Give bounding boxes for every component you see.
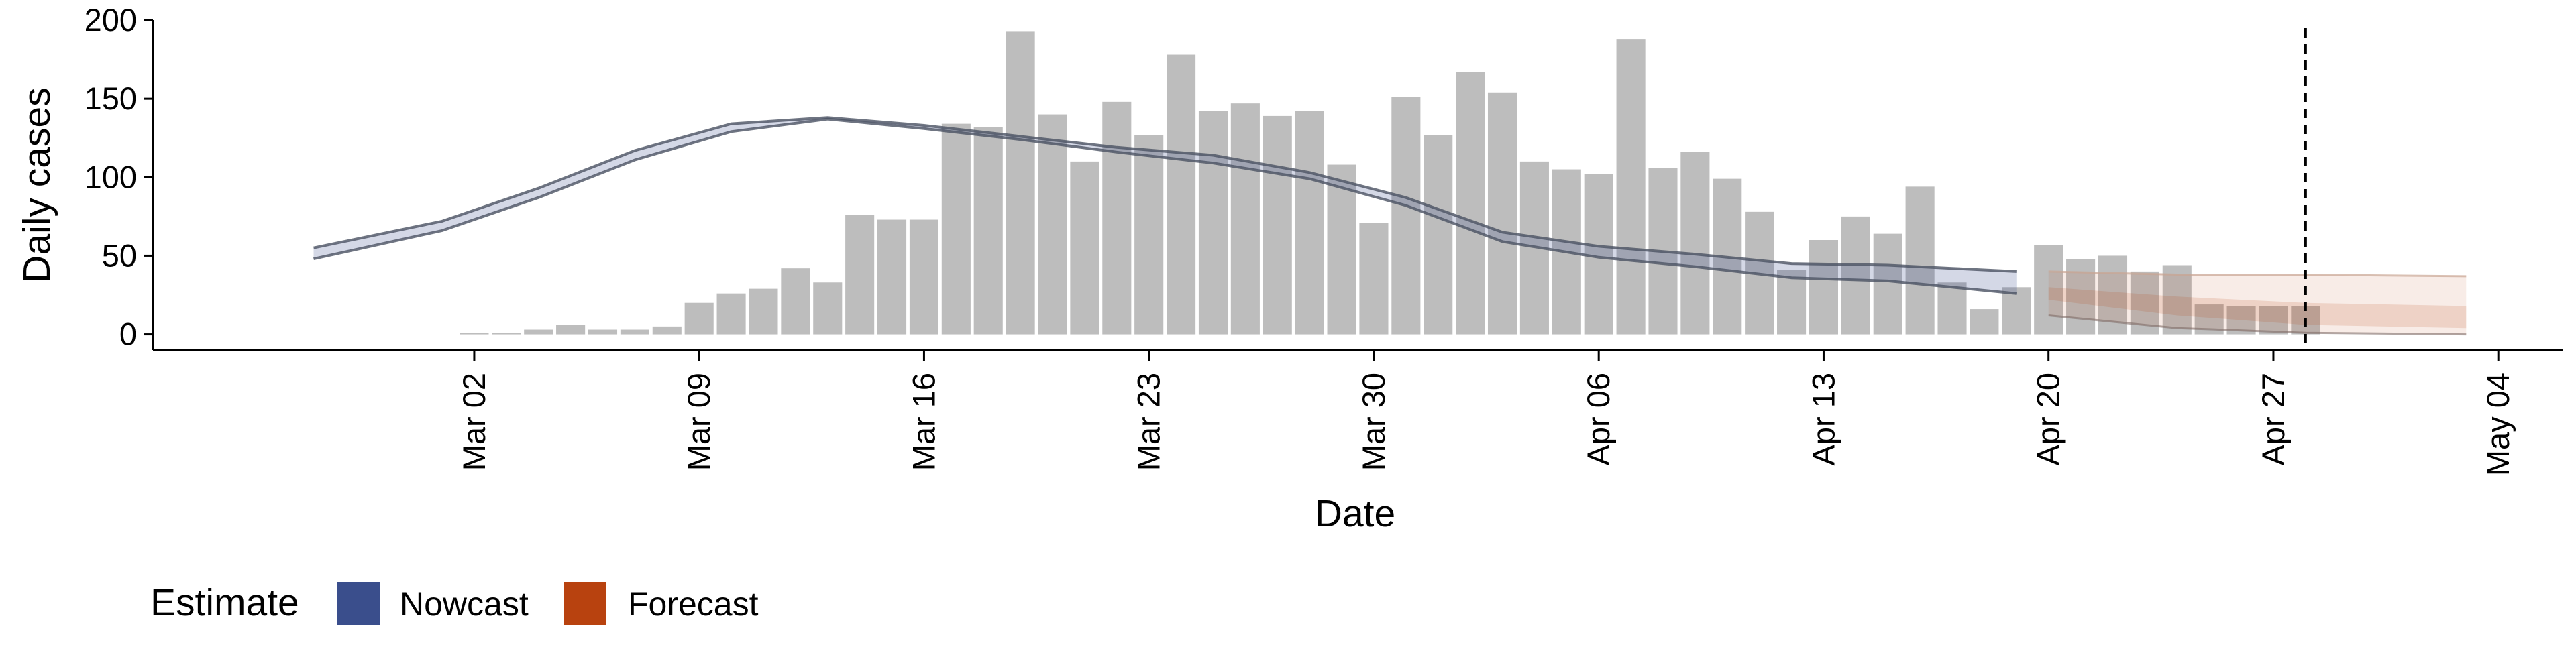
ribbons-layer xyxy=(313,116,2467,336)
x-tick-label: May 04 xyxy=(2480,373,2516,476)
bar-2020-03-14 xyxy=(845,215,875,335)
bar-2020-03-27 xyxy=(1263,115,1292,335)
y-tick-label: 50 xyxy=(102,237,137,273)
bar-2020-03-08 xyxy=(652,326,682,335)
axes-layer: 0 50 100 150 200 Mar 02 Mar 09 Mar 16 Mar 23 Mar … xyxy=(15,2,2563,535)
x-tick-label: Mar 23 xyxy=(1131,373,1167,471)
x-tick-label: Mar 30 xyxy=(1356,373,1391,471)
legend-swatch-nowcast xyxy=(337,582,380,625)
y-axis-title: Daily cases xyxy=(15,87,58,282)
legend-swatch-forecast xyxy=(564,582,606,625)
y-tick-label: 200 xyxy=(85,2,137,38)
bar-2020-04-09 xyxy=(1680,152,1710,335)
forecast-upper-line xyxy=(2048,270,2467,278)
bar-2020-04-07 xyxy=(1616,39,1646,335)
bar-2020-03-17 xyxy=(941,123,971,335)
bar-2020-03-12 xyxy=(781,268,810,335)
bar-2020-03-13 xyxy=(813,282,843,335)
nowcast-ribbon xyxy=(313,117,2017,294)
bar-2020-03-31 xyxy=(1391,97,1421,335)
bar-2020-03-09 xyxy=(684,302,714,335)
bar-2020-04-01 xyxy=(1424,135,1453,335)
x-axis-title: Date xyxy=(1315,492,1395,535)
forecast-ribbon-outer xyxy=(2048,271,2467,335)
bars-layer xyxy=(460,31,2320,335)
bar-2020-03-02 xyxy=(460,333,489,335)
bar-2020-04-13 xyxy=(1809,240,1838,335)
bar-2020-03-18 xyxy=(973,127,1003,335)
bar-2020-04-02 xyxy=(1456,72,1485,335)
y-tick-label: 0 xyxy=(119,316,137,352)
bar-2020-03-10 xyxy=(716,293,746,335)
x-tick-label: Mar 16 xyxy=(906,373,941,471)
bar-2020-03-04 xyxy=(524,329,553,335)
y-tick-label: 100 xyxy=(85,159,137,194)
nowcast-lower-line xyxy=(313,117,2017,295)
bar-2020-04-14 xyxy=(1841,216,1870,335)
bar-2020-03-28 xyxy=(1295,111,1324,335)
forecast-ribbon-inner xyxy=(2048,287,2467,329)
bar-2020-04-20 xyxy=(2034,245,2063,335)
bar-2020-03-07 xyxy=(620,329,649,335)
y-tick-label: 150 xyxy=(85,80,137,116)
forecast-lower-line xyxy=(2048,314,2467,336)
bar-2020-04-17 xyxy=(1937,282,1967,335)
bar-2020-03-16 xyxy=(909,219,938,335)
bar-2020-03-25 xyxy=(1198,111,1228,335)
bar-2020-03-21 xyxy=(1070,161,1099,335)
bar-2020-03-23 xyxy=(1134,135,1164,335)
bar-2020-04-18 xyxy=(1970,309,1999,335)
x-tick-label: Mar 09 xyxy=(681,373,716,471)
legend-label-nowcast: Nowcast xyxy=(400,585,529,623)
bar-2020-03-24 xyxy=(1167,54,1196,335)
bar-2020-03-29 xyxy=(1327,164,1356,335)
x-tick-label: Apr 27 xyxy=(2255,373,2291,465)
bar-2020-03-06 xyxy=(588,329,618,335)
legend-layer: Estimate Nowcast Forecast xyxy=(150,581,759,625)
bar-2020-03-11 xyxy=(749,288,778,335)
legend-title: Estimate xyxy=(150,581,299,624)
x-tick-label: Apr 20 xyxy=(2031,373,2066,465)
bar-2020-04-15 xyxy=(1873,233,1902,335)
bar-2020-03-22 xyxy=(1102,101,1132,335)
bar-2020-03-15 xyxy=(877,219,907,335)
bar-2020-04-06 xyxy=(1584,174,1613,335)
legend-label-forecast: Forecast xyxy=(628,585,759,623)
bar-2020-04-16 xyxy=(1905,186,1935,335)
bar-2020-03-30 xyxy=(1359,223,1389,335)
bar-2020-04-24 xyxy=(2162,265,2192,335)
x-tick-label: Apr 13 xyxy=(1806,373,1841,465)
bar-2020-03-05 xyxy=(556,325,586,335)
bar-2020-03-20 xyxy=(1038,114,1067,335)
bar-2020-04-12 xyxy=(1777,270,1807,335)
bar-2020-03-26 xyxy=(1230,103,1260,335)
x-tick-label: Mar 02 xyxy=(456,373,492,471)
bar-2020-03-03 xyxy=(492,333,521,335)
nowcast-upper-line xyxy=(313,116,2017,273)
bar-2020-03-19 xyxy=(1006,31,1035,335)
bar-2020-04-27 xyxy=(2259,306,2288,335)
bar-2020-04-19 xyxy=(2002,287,2031,335)
x-tick-label: Apr 06 xyxy=(1580,373,1616,465)
bar-2020-04-03 xyxy=(1487,92,1517,335)
